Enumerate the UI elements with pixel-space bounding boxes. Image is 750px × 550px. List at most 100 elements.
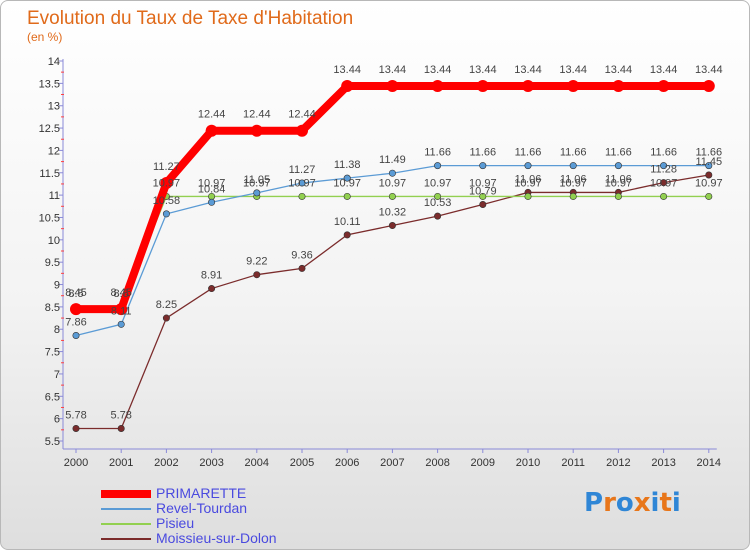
data-label-moissieu-sur-dolon: 10.32 bbox=[379, 207, 407, 219]
data-label-moissieu-sur-dolon: 11.06 bbox=[515, 173, 542, 185]
data-point-revel-tourdan bbox=[479, 162, 487, 170]
brand-logo-letter: i bbox=[650, 488, 660, 518]
brand-logo: Proxiti bbox=[584, 488, 681, 518]
data-label-moissieu-sur-dolon: 10.79 bbox=[469, 186, 497, 198]
data-point-primarette bbox=[115, 303, 128, 316]
legend-label-moissieu-sur-dolon: Moissieu-sur-Dolon bbox=[156, 530, 277, 546]
brand-logo-letter: x bbox=[633, 488, 651, 518]
data-point-pisieu bbox=[298, 192, 306, 200]
data-label-pisieu: 10.97 bbox=[605, 177, 633, 189]
data-point-moissieu-sur-dolon bbox=[343, 231, 351, 239]
data-point-pisieu bbox=[434, 192, 442, 200]
x-tick-label: 2002 bbox=[154, 457, 178, 469]
data-point-moissieu-sur-dolon bbox=[298, 264, 306, 272]
data-point-revel-tourdan bbox=[705, 162, 713, 170]
x-tick-label: 2007 bbox=[380, 457, 404, 469]
data-label-moissieu-sur-dolon: 5.78 bbox=[65, 409, 86, 421]
data-label-revel-tourdan: 11.66 bbox=[424, 147, 451, 159]
data-label-pisieu: 10.97 bbox=[333, 177, 361, 189]
y-tick-label: 9.5 bbox=[45, 257, 60, 269]
data-label-pisieu: 10.97 bbox=[424, 177, 452, 189]
data-label-revel-tourdan: 11.66 bbox=[560, 147, 587, 159]
brand-logo-letter: o bbox=[615, 488, 634, 518]
data-label-revel-tourdan: 11.66 bbox=[650, 147, 677, 159]
data-label-moissieu-sur-dolon: 10.53 bbox=[424, 197, 452, 209]
data-label-pisieu: 8.5 bbox=[68, 288, 83, 300]
legend-label-primarette: PRIMARETTE bbox=[156, 485, 247, 501]
data-point-primarette bbox=[522, 80, 534, 93]
data-label-moissieu-sur-dolon: 9.36 bbox=[291, 249, 312, 261]
data-point-pisieu bbox=[524, 192, 532, 200]
data-label-moissieu-sur-dolon: 11.28 bbox=[650, 164, 677, 176]
data-label-primarette: 13.44 bbox=[469, 64, 497, 76]
data-label-pisieu: 10.97 bbox=[198, 177, 226, 189]
data-label-pisieu: 10.97 bbox=[243, 177, 271, 189]
y-tick-label: 5.5 bbox=[45, 436, 60, 448]
x-tick-label: 2010 bbox=[516, 457, 540, 469]
y-tick-label: 11.5 bbox=[39, 168, 60, 180]
data-label-primarette: 13.44 bbox=[333, 64, 361, 76]
y-tick-label: 9 bbox=[54, 280, 60, 292]
data-point-primarette bbox=[702, 80, 715, 93]
data-point-revel-tourdan bbox=[343, 174, 351, 182]
data-label-primarette: 12.44 bbox=[243, 109, 271, 121]
data-point-revel-tourdan bbox=[524, 162, 532, 170]
data-point-revel-tourdan bbox=[388, 169, 396, 177]
data-label-primarette: 13.44 bbox=[695, 64, 723, 76]
data-point-revel-tourdan bbox=[660, 162, 668, 170]
data-point-pisieu bbox=[569, 192, 577, 200]
y-tick-label: 6.5 bbox=[45, 391, 60, 403]
data-point-moissieu-sur-dolon bbox=[388, 222, 396, 230]
data-point-primarette bbox=[341, 80, 354, 93]
y-tick-label: 11 bbox=[49, 190, 60, 202]
data-point-revel-tourdan bbox=[434, 162, 442, 170]
data-point-primarette bbox=[205, 124, 218, 137]
y-tick-label: 14 bbox=[48, 56, 60, 68]
data-point-pisieu bbox=[388, 192, 396, 200]
chart-unit-label: (en %) bbox=[27, 30, 63, 44]
axes-layer: 5.5 6 6.5 7 7.5 8 8.5 9 9.5 10 10.5 11 11.5 12 12.5 13 1… bbox=[39, 56, 721, 469]
data-point-primarette bbox=[70, 303, 82, 316]
data-label-primarette: 13.44 bbox=[559, 64, 587, 76]
y-tick-label: 13 bbox=[48, 101, 60, 113]
data-point-primarette bbox=[612, 80, 625, 93]
data-point-revel-tourdan bbox=[298, 179, 306, 187]
data-label-pisieu: 10.97 bbox=[379, 177, 407, 189]
x-tick-label: 2005 bbox=[290, 457, 314, 469]
data-point-revel-tourdan bbox=[253, 189, 261, 197]
data-label-pisieu: 10.97 bbox=[153, 177, 181, 189]
data-point-moissieu-sur-dolon bbox=[162, 314, 170, 322]
data-label-primarette: 13.44 bbox=[605, 64, 633, 76]
data-label-revel-tourdan: 11.05 bbox=[243, 174, 270, 186]
brand-logo-letter: P bbox=[584, 488, 604, 518]
data-point-revel-tourdan bbox=[72, 331, 80, 339]
data-label-revel-tourdan: 10.84 bbox=[198, 183, 226, 195]
data-label-moissieu-sur-dolon: 8.25 bbox=[156, 299, 177, 311]
data-labels-layer: 8.45 8.45 11.27 12.44 12.44 12.44 13.44 13.44 13… bbox=[65, 64, 722, 421]
data-label-moissieu-sur-dolon: 8.91 bbox=[201, 270, 222, 282]
data-point-revel-tourdan bbox=[208, 198, 216, 206]
data-label-primarette: 13.44 bbox=[514, 64, 542, 76]
brand-logo-letter: i bbox=[671, 488, 681, 518]
data-label-pisieu: 10.97 bbox=[559, 177, 587, 189]
data-point-primarette bbox=[657, 80, 670, 93]
data-point-moissieu-sur-dolon bbox=[208, 285, 216, 293]
data-point-pisieu bbox=[614, 192, 622, 200]
data-point-moissieu-sur-dolon bbox=[72, 424, 80, 432]
x-tick-label: 2011 bbox=[561, 457, 585, 469]
data-label-primarette: 8.45 bbox=[65, 287, 86, 299]
x-tick-label: 2009 bbox=[471, 457, 495, 469]
data-point-revel-tourdan bbox=[614, 162, 622, 170]
data-label-primarette: 11.27 bbox=[153, 161, 180, 173]
data-label-pisieu: 10.97 bbox=[514, 177, 542, 189]
data-label-revel-tourdan: 11.66 bbox=[605, 147, 632, 159]
data-label-primarette: 13.44 bbox=[379, 64, 407, 76]
data-point-primarette bbox=[386, 80, 399, 93]
data-label-revel-tourdan: 8.11 bbox=[111, 305, 132, 317]
data-point-moissieu-sur-dolon bbox=[479, 201, 487, 209]
data-point-primarette bbox=[296, 124, 308, 137]
data-label-primarette: 12.44 bbox=[288, 109, 316, 121]
data-label-primarette: 13.44 bbox=[424, 64, 452, 76]
data-point-revel-tourdan bbox=[569, 162, 577, 170]
